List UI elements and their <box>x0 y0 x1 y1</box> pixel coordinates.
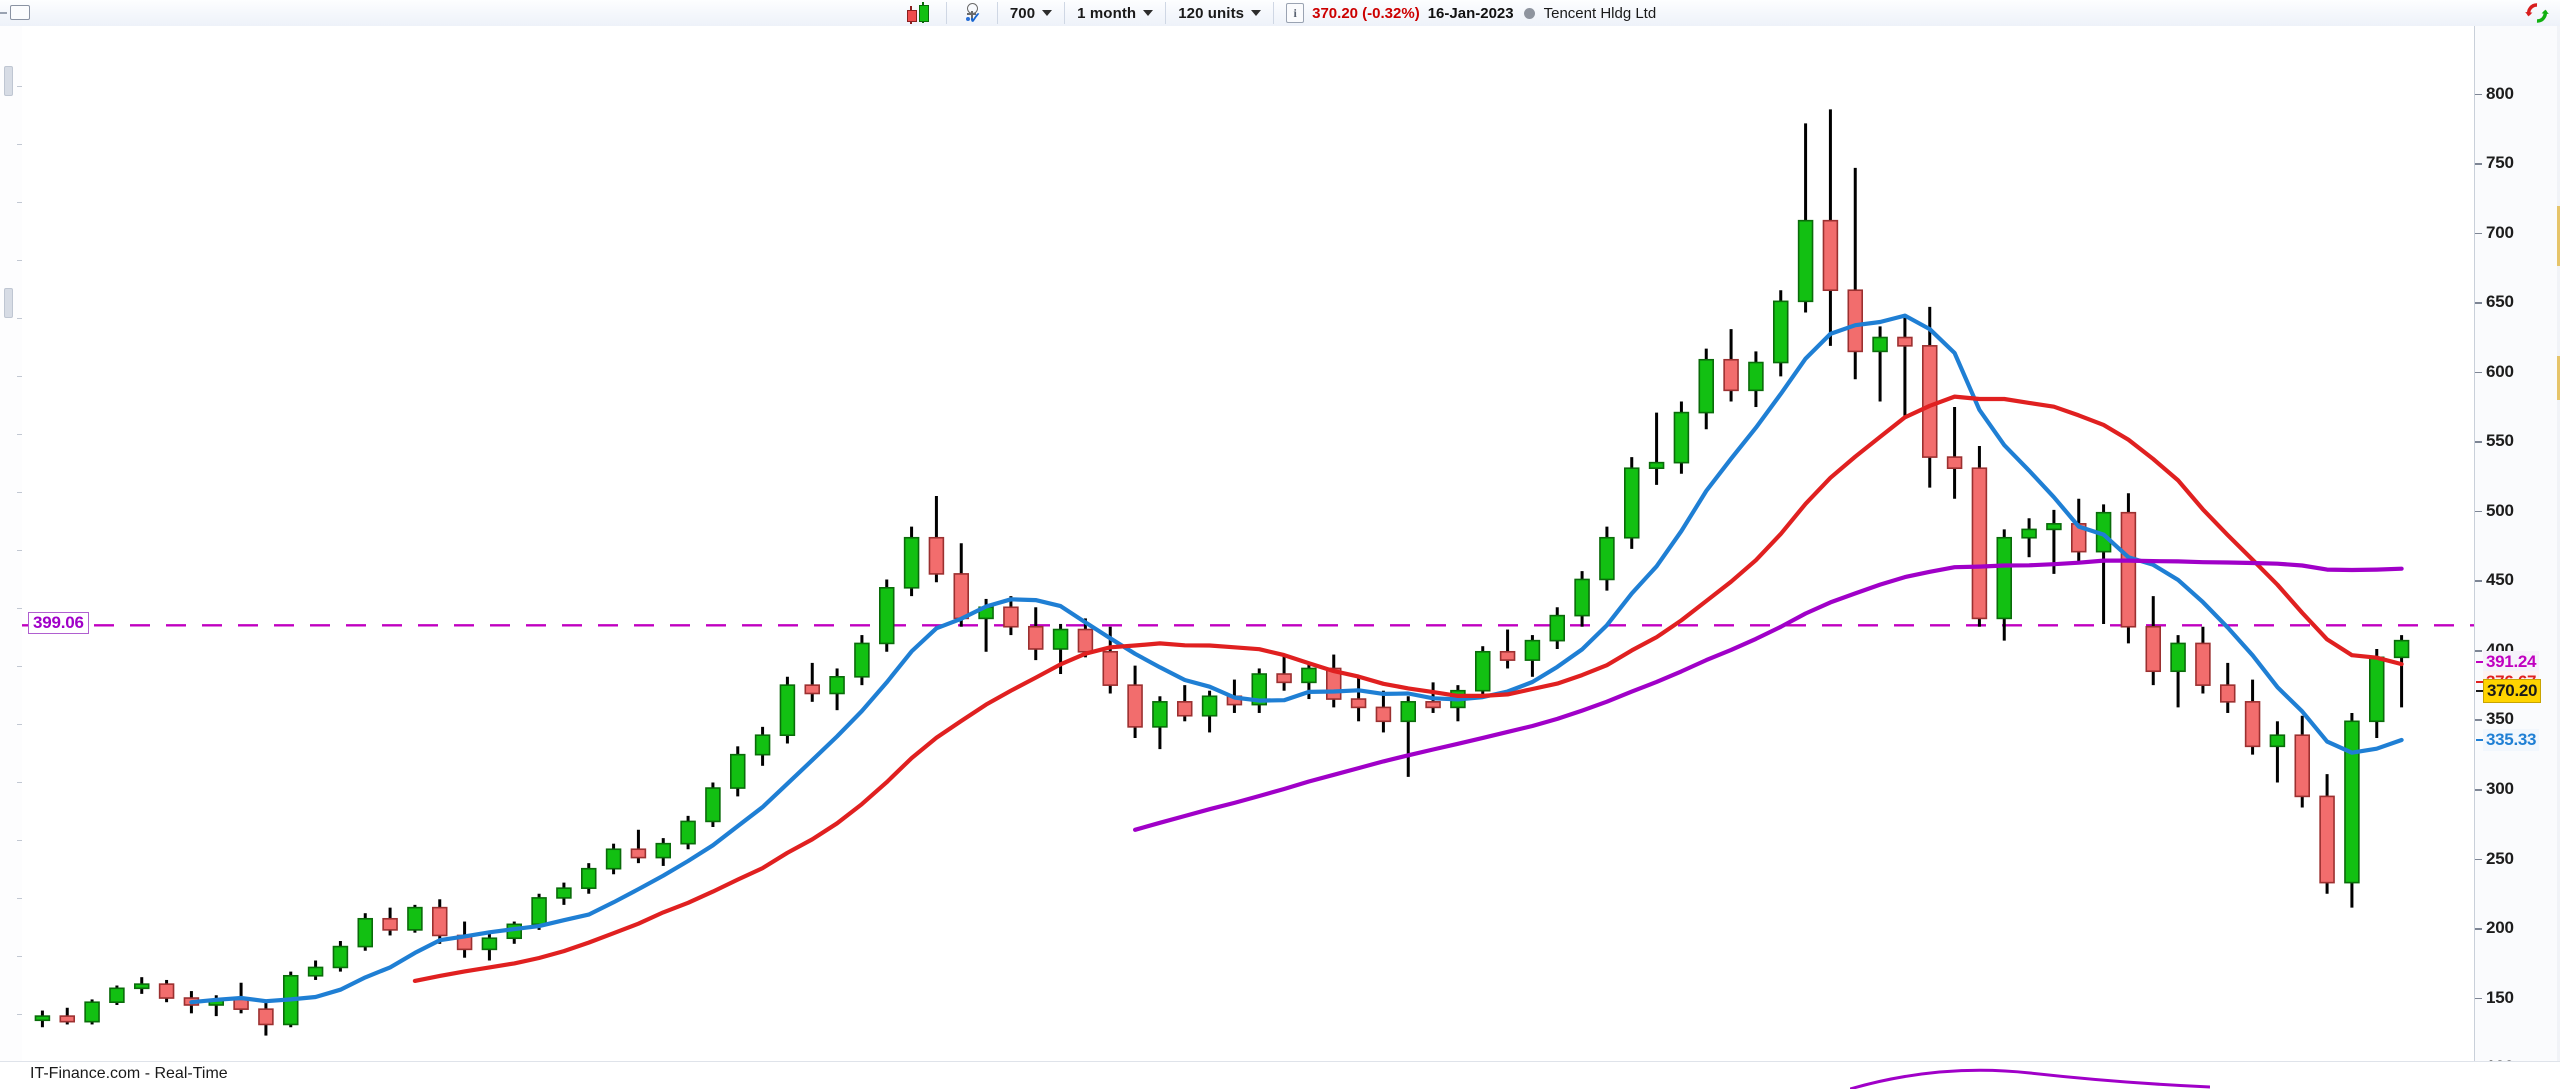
axis-tick <box>2475 789 2482 791</box>
candlestick-icon <box>904 2 934 24</box>
linked-series-icon: ✓ <box>959 2 985 26</box>
axis-tick <box>2475 997 2482 1000</box>
axis-tick <box>2475 93 2482 96</box>
window-restore-checkbox[interactable] <box>10 5 30 20</box>
axis-scrollbar[interactable] <box>2557 26 2560 1089</box>
gutter-tick <box>17 724 22 725</box>
ma-fast-value-dash <box>2476 738 2484 741</box>
ma-fast-value[interactable]: 335.33 <box>2483 728 2540 751</box>
gutter-tick <box>17 144 22 145</box>
axis-tick <box>2475 858 2482 861</box>
timeframe-value: 1 month <box>1077 4 1137 22</box>
gutter-tick <box>17 782 22 783</box>
gutter-tick <box>17 492 22 493</box>
axis-tick-label: 250 <box>2486 848 2514 868</box>
axis-tick <box>2475 928 2482 930</box>
chevron-down-icon <box>1042 10 1053 16</box>
toolbar-divider <box>1165 2 1167 24</box>
provider-watermark: IT-Finance.com - Real-Time <box>30 1065 228 1082</box>
market-status-dot <box>1523 7 1535 19</box>
axis-tick-label: 600 <box>2486 361 2514 381</box>
axis-tick <box>2475 719 2482 722</box>
instrument-name: Tencent Hldg Ltd <box>1543 4 1657 22</box>
axis-tick-label: 800 <box>2486 83 2514 103</box>
last-price-tag-dash <box>2476 690 2484 693</box>
axis-tick-label: 550 <box>2486 431 2514 451</box>
candlestick-type-button[interactable] <box>898 1 940 25</box>
scroll-handle-mid[interactable] <box>4 288 13 318</box>
gutter-tick <box>17 956 22 957</box>
axis-tick-label: 150 <box>2486 987 2514 1007</box>
quantity-value: 700 <box>1009 4 1036 22</box>
refresh-sync-icon[interactable] <box>2524 2 2550 24</box>
gutter-tick <box>17 550 22 551</box>
axis-tick <box>2475 232 2482 235</box>
toolbar-divider <box>945 2 947 24</box>
timeframe-dropdown[interactable]: 1 month <box>1071 1 1159 25</box>
price-axis[interactable]: 800 750 700 650 600 550 500 450 400 350 300 250 200 1… <box>2474 26 2560 1089</box>
price-chart-canvas[interactable]: 399.06 <box>22 26 2474 1062</box>
level-line-label[interactable]: 399.06 <box>28 612 89 635</box>
gutter-tick <box>17 1014 22 1015</box>
toolbar-divider <box>1273 2 1275 24</box>
ma-slow-value[interactable]: 391.24 <box>2483 651 2540 674</box>
ma-mid-value-dash <box>2476 681 2484 684</box>
chart-type-group[interactable] <box>898 0 940 26</box>
axis-tick <box>2475 580 2482 583</box>
quote-block: 370.20 (-0.32%) 16-Jan-2023 Tencent Hldg… <box>1310 1 1662 25</box>
chevron-down-icon <box>1143 10 1154 16</box>
last-price-change: 370.20 (-0.32%) <box>1312 4 1420 22</box>
top-toolbar: ✓ 700 1 month 120 units i 370.20 (-0.32%… <box>0 0 2560 27</box>
units-dropdown[interactable]: 120 units <box>1172 1 1267 25</box>
gutter-tick <box>17 840 22 841</box>
chart-footer: IT-Finance.com - Real-Time <box>0 1061 2560 1089</box>
linked-series-button[interactable]: ✓ <box>953 1 991 26</box>
quote-date: 16-Jan-2023 <box>1427 4 1514 22</box>
gutter-tick <box>17 260 22 261</box>
instrument-info-button[interactable]: i <box>1280 1 1310 25</box>
gutter-tick <box>17 608 22 609</box>
axis-tick <box>2475 302 2482 304</box>
axis-tick <box>2475 163 2482 165</box>
axis-tick <box>2475 649 2482 652</box>
ma-slow-value-dash <box>2476 661 2484 664</box>
footer-indicator-curve <box>1850 1068 2210 1089</box>
scroll-handle-top[interactable] <box>4 66 13 96</box>
axis-tick-label: 700 <box>2486 222 2514 242</box>
info-icon: i <box>1286 3 1305 23</box>
axis-tick-label: 500 <box>2486 500 2514 520</box>
chevron-down-icon <box>1251 10 1262 16</box>
axis-tick-label: 650 <box>2486 292 2514 312</box>
axis-tick <box>2475 371 2482 374</box>
gutter-tick <box>17 376 22 377</box>
axis-tick <box>2475 441 2482 443</box>
candlestick-plot <box>22 109 2474 1036</box>
left-gutter <box>0 26 23 1089</box>
axis-tick-label: 200 <box>2486 918 2514 938</box>
window-minimize-dash <box>0 12 7 14</box>
axis-scroll-handle-a[interactable] <box>2557 206 2560 266</box>
axis-tick-label: 750 <box>2486 153 2514 173</box>
gutter-tick <box>17 86 22 87</box>
axis-tick-label: 300 <box>2486 779 2514 799</box>
toolbar-divider <box>1064 2 1066 24</box>
toolbar-divider <box>996 2 998 24</box>
gutter-tick <box>17 318 22 319</box>
gutter-tick <box>17 898 22 899</box>
quantity-dropdown[interactable]: 700 <box>1004 1 1058 25</box>
axis-scroll-handle-b[interactable] <box>2557 356 2560 400</box>
units-value: 120 units <box>1178 4 1245 22</box>
axis-tick-label: 450 <box>2486 570 2514 590</box>
gutter-tick <box>17 666 22 667</box>
gutter-tick <box>17 202 22 203</box>
axis-tick-label: 350 <box>2486 709 2514 729</box>
last-price-tag[interactable]: 370.20 <box>2483 679 2542 704</box>
axis-tick <box>2475 510 2482 513</box>
gutter-tick <box>17 434 22 435</box>
